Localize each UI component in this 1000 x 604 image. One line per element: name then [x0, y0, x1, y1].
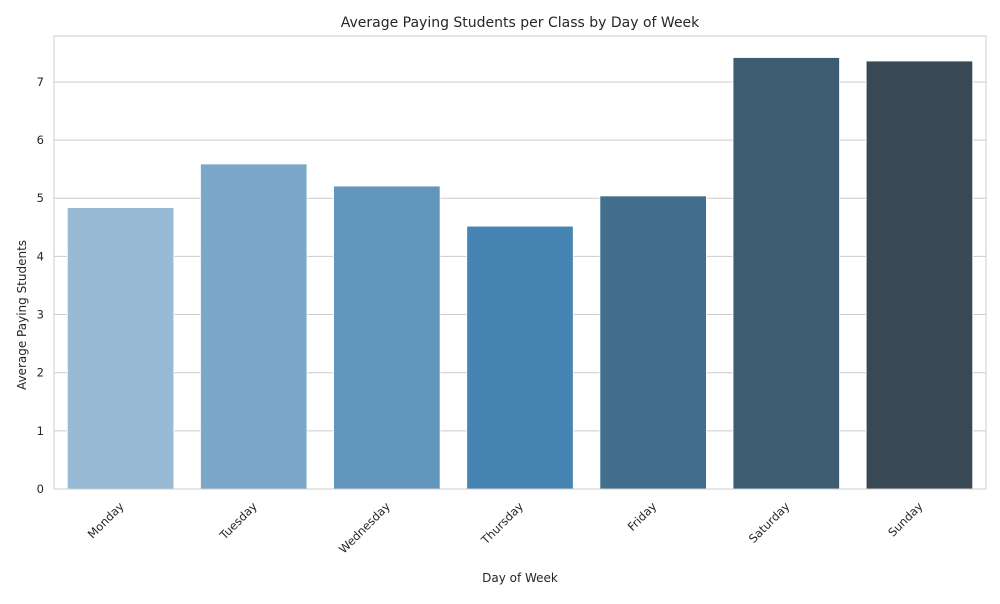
- x-tick-label: Wednesday: [336, 499, 393, 556]
- plot-frame: [53, 35, 987, 490]
- y-tick-label: 1: [37, 424, 44, 438]
- x-tick-label: Friday: [625, 499, 660, 534]
- y-tick-label: 3: [37, 308, 44, 322]
- y-tick-label: 2: [37, 366, 44, 380]
- y-tick-labels: 0 1 2 3 4 5 6 7: [37, 75, 44, 496]
- chart-title: Average Paying Students per Class by Day…: [341, 15, 700, 31]
- bar-sunday: [865, 60, 974, 490]
- x-tick-label: Tuesday: [216, 499, 260, 543]
- y-tick-label: 4: [37, 249, 44, 263]
- y-tick-label: 5: [37, 191, 44, 205]
- x-tick-label: Thursday: [478, 499, 527, 548]
- bar-wednesday: [333, 185, 441, 490]
- y-axis-label: Average Paying Students: [15, 240, 29, 390]
- bar-tuesday: [200, 163, 308, 490]
- x-tick-label: Monday: [85, 499, 127, 541]
- bar-monday: [66, 207, 175, 490]
- y-tick-label: 7: [37, 75, 44, 89]
- y-tick-label: 0: [37, 482, 44, 496]
- x-axis-label: Day of Week: [482, 571, 558, 585]
- bar-saturday: [732, 57, 840, 490]
- x-tick-label: Sunday: [885, 499, 925, 539]
- bar-friday: [599, 195, 707, 490]
- y-tick-label: 6: [37, 133, 44, 147]
- x-tick-label: Saturday: [746, 499, 793, 546]
- bar-thursday: [466, 225, 574, 490]
- x-tick-labels: Monday Tuesday Wednesday Thursday Friday Satu…: [85, 499, 926, 556]
- bars: [66, 57, 974, 490]
